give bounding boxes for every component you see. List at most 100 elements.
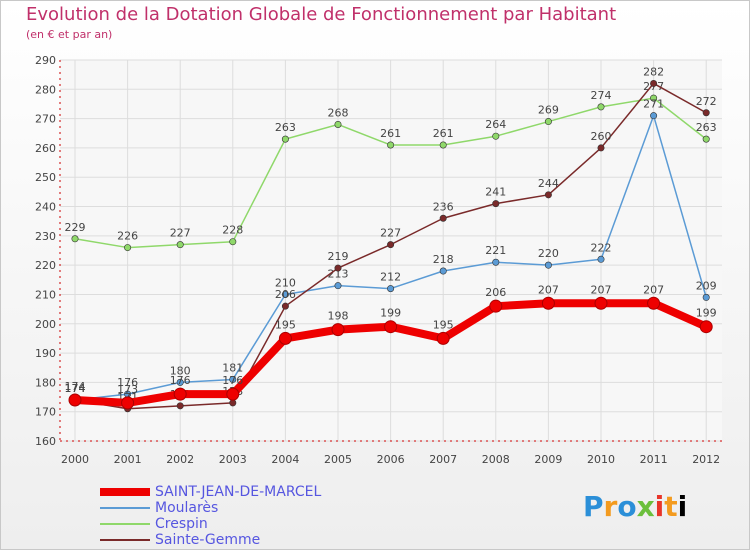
- data-label: 210: [275, 276, 296, 289]
- data-point: [331, 323, 345, 337]
- x-tick-label: 2004: [271, 453, 299, 466]
- data-label: 199: [696, 307, 717, 320]
- data-point: [439, 141, 447, 149]
- data-point: [229, 238, 237, 246]
- logo-letter: t: [664, 490, 678, 523]
- data-label: 261: [380, 127, 401, 140]
- data-label: 274: [591, 89, 612, 102]
- chart-title: Evolution de la Dotation Globale de Fonc…: [26, 4, 617, 25]
- data-label: 220: [538, 247, 559, 260]
- legend-swatch-sainte-gemme: [100, 539, 150, 541]
- data-point: [334, 264, 342, 272]
- data-point: [439, 267, 447, 275]
- data-point: [281, 290, 289, 298]
- data-point: [544, 118, 552, 126]
- logo-letter: i: [654, 490, 665, 523]
- data-label: 227: [170, 227, 191, 240]
- x-tick-label: 2005: [324, 453, 352, 466]
- data-label: 261: [433, 127, 454, 140]
- data-point: [229, 399, 237, 407]
- data-point: [544, 191, 552, 199]
- data-label: 212: [380, 271, 401, 284]
- data-label: 269: [538, 104, 559, 117]
- data-label: 176: [170, 374, 191, 387]
- data-label: 264: [485, 118, 506, 131]
- data-label: 207: [538, 283, 559, 296]
- logo-letter: o: [617, 490, 637, 523]
- data-label: 176: [117, 376, 138, 389]
- data-point: [492, 200, 500, 208]
- x-tick-label: 2008: [482, 453, 510, 466]
- x-tick-label: 2011: [640, 453, 668, 466]
- data-point: [387, 141, 395, 149]
- data-label: 174: [65, 382, 86, 395]
- data-label: 241: [485, 186, 506, 199]
- data-point: [436, 331, 450, 345]
- legend-swatch-crespin: [100, 523, 150, 525]
- x-tick-label: 2012: [692, 453, 720, 466]
- data-label: 198: [328, 310, 349, 323]
- data-label: 195: [275, 318, 296, 331]
- logo-letter: P: [583, 490, 604, 523]
- data-label: 271: [643, 98, 664, 111]
- data-point: [278, 331, 292, 345]
- x-tick-label: 2001: [114, 453, 142, 466]
- data-label: 221: [485, 244, 506, 257]
- proxiti-logo: Proxiti: [583, 490, 687, 523]
- y-tick-label: 180: [35, 376, 56, 389]
- legend-label: Moularès: [155, 500, 219, 516]
- data-point: [334, 120, 342, 128]
- data-label: 268: [328, 106, 349, 119]
- data-label: 176: [222, 374, 243, 387]
- data-point: [176, 378, 184, 386]
- x-tick-label: 2010: [587, 453, 615, 466]
- data-point: [121, 396, 135, 410]
- data-label: 207: [591, 283, 612, 296]
- data-point: [176, 402, 184, 410]
- y-tick-label: 200: [35, 318, 56, 331]
- data-point: [173, 387, 187, 401]
- data-label: 206: [275, 288, 296, 301]
- y-tick-label: 230: [35, 230, 56, 243]
- y-tick-label: 240: [35, 201, 56, 214]
- data-point: [226, 387, 240, 401]
- data-point: [229, 375, 237, 383]
- x-tick-label: 2003: [219, 453, 247, 466]
- data-label: 173: [117, 383, 138, 396]
- data-point: [597, 103, 605, 111]
- data-label: 226: [117, 230, 138, 243]
- data-point: [650, 112, 658, 120]
- data-label: 244: [538, 177, 559, 190]
- data-point: [489, 299, 503, 313]
- y-tick-label: 270: [35, 113, 56, 126]
- data-point: [597, 144, 605, 152]
- data-point: [334, 282, 342, 290]
- data-label: 174: [65, 382, 86, 395]
- chart-subtitle: (en € et par an): [26, 28, 113, 41]
- data-point: [647, 296, 661, 310]
- data-point: [68, 393, 82, 407]
- data-label: 174: [65, 380, 86, 393]
- data-point: [387, 285, 395, 293]
- x-tick-label: 2006: [377, 453, 405, 466]
- data-label: 213: [328, 268, 349, 281]
- y-tick-label: 160: [35, 435, 56, 448]
- data-label: 209: [696, 279, 717, 292]
- data-point: [281, 302, 289, 310]
- data-point: [650, 94, 658, 102]
- y-tick-label: 260: [35, 142, 56, 155]
- data-point: [124, 244, 132, 252]
- legend-label: Sainte-Gemme: [155, 532, 261, 548]
- logo-letter: r: [603, 490, 618, 523]
- data-label: 219: [328, 250, 349, 263]
- data-point: [439, 214, 447, 222]
- data-point: [650, 79, 658, 87]
- data-point: [71, 235, 79, 243]
- data-point: [384, 320, 398, 334]
- data-point: [702, 109, 710, 117]
- data-label: 218: [433, 253, 454, 266]
- data-label: 229: [65, 221, 86, 234]
- data-point: [387, 241, 395, 249]
- data-label: 206: [485, 286, 506, 299]
- data-label: 228: [222, 224, 243, 237]
